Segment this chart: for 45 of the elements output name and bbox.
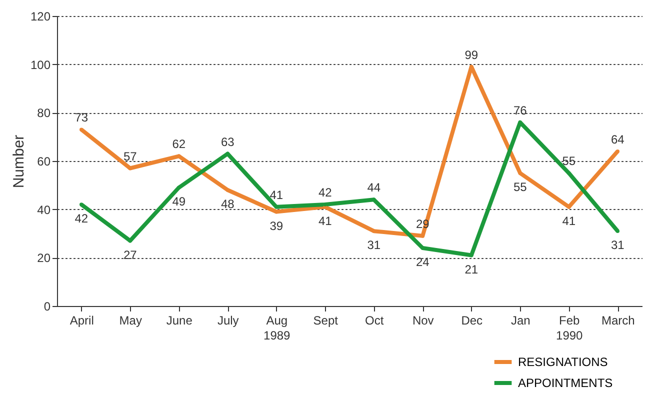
data-label: 24	[416, 255, 430, 269]
x-tick-label: July	[217, 314, 239, 328]
data-label: 44	[367, 180, 381, 195]
legend-label: RESIGNATIONS	[518, 355, 608, 369]
data-label: 55	[562, 154, 576, 168]
y-tick-label: 120	[30, 10, 51, 24]
data-label: 41	[318, 214, 332, 228]
x-tick-label: May	[119, 314, 142, 328]
data-label: 41	[270, 188, 284, 202]
x-tick-label: June	[166, 314, 193, 328]
data-label: 42	[74, 212, 88, 226]
data-label: 39	[270, 218, 284, 233]
data-label: 63	[220, 134, 235, 149]
y-tick-label: 80	[37, 106, 51, 120]
y-tick-label: 0	[44, 300, 51, 314]
y-tick-label: 100	[30, 58, 51, 72]
y-tick-label: 40	[37, 202, 51, 217]
x-tick-label: Feb 1990	[556, 314, 584, 342]
data-label: 99	[464, 48, 478, 62]
y-axis-title: Number	[10, 134, 28, 188]
x-tick-label: Nov	[412, 314, 434, 328]
x-tick-label: Jan	[510, 314, 530, 328]
x-tick-label: Aug 1989	[264, 314, 291, 342]
data-label: 57	[123, 149, 138, 164]
data-label: 41	[562, 214, 576, 228]
x-tick-label: April	[70, 314, 94, 328]
data-label: 73	[74, 110, 88, 125]
data-label: 49	[172, 194, 186, 209]
x-tick-label: Dec	[461, 314, 483, 328]
data-label: 31	[367, 238, 381, 252]
data-label: 42	[318, 186, 332, 200]
x-tick-label: Oct	[365, 314, 384, 328]
x-tick-label: March	[601, 314, 635, 328]
data-label: 31	[610, 238, 625, 252]
data-label: 62	[172, 137, 186, 152]
legend-label: APPOINTMENTS	[518, 376, 613, 390]
data-label: 48	[220, 197, 235, 211]
data-label: 27	[123, 248, 138, 262]
y-tick-label: 20	[37, 251, 51, 266]
data-label: 64	[610, 132, 625, 146]
y-tick-label: 60	[37, 154, 51, 168]
data-label: 21	[464, 262, 478, 276]
data-label: 55	[513, 180, 528, 194]
x-tick-label: Sept	[313, 314, 339, 328]
data-label: 76	[513, 103, 528, 118]
